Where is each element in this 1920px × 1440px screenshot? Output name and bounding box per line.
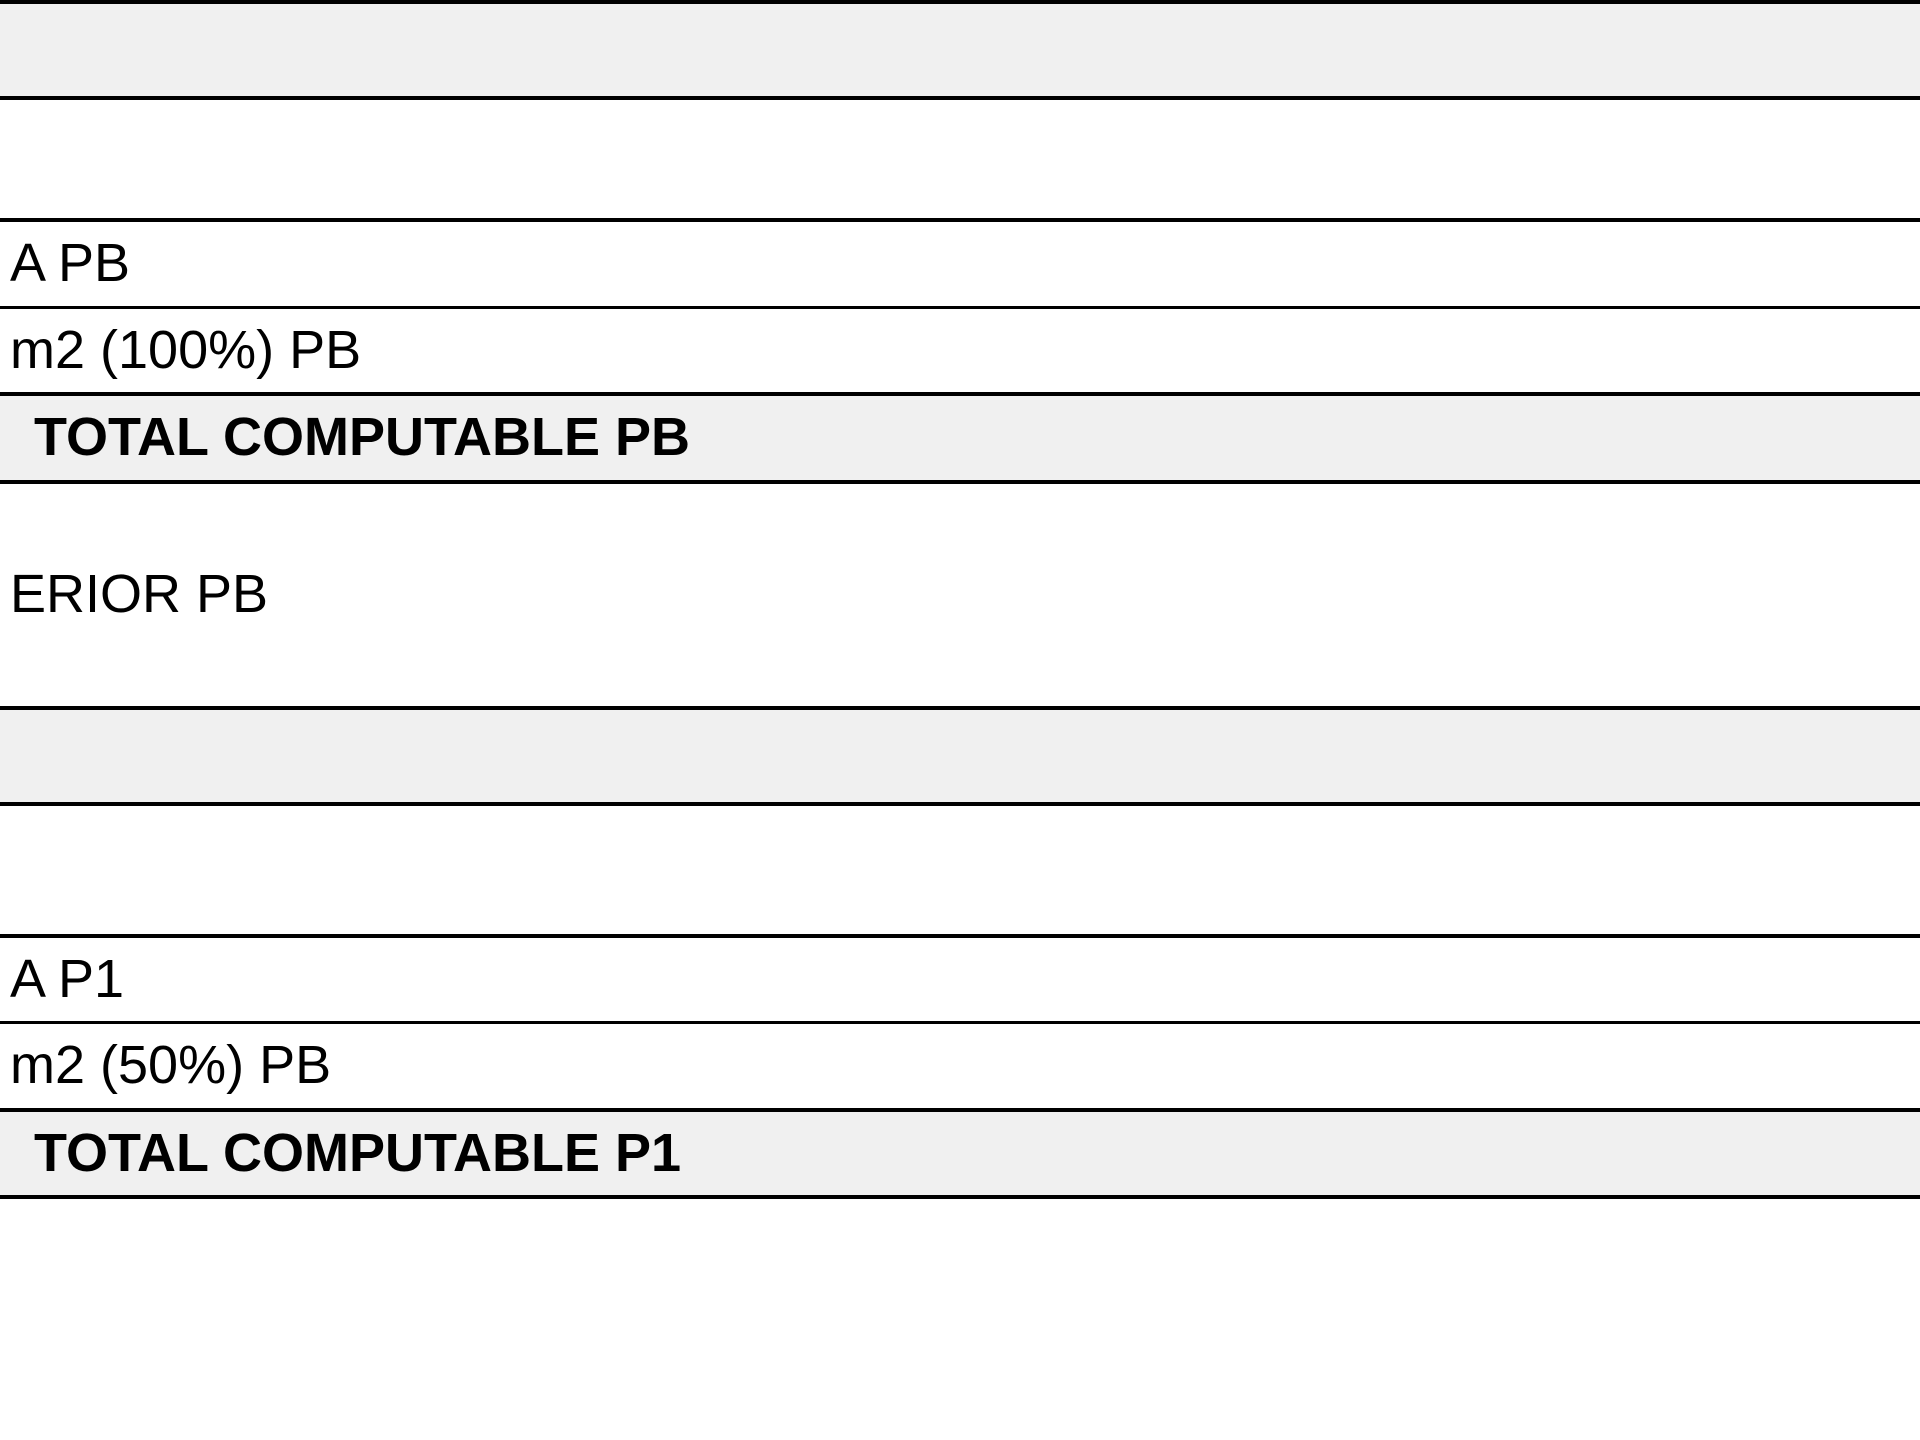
header-bar-2 bbox=[0, 706, 1920, 806]
header-bar bbox=[0, 0, 1920, 100]
section-spacer-2 bbox=[0, 806, 1920, 938]
p1-area-row: A P1 bbox=[0, 938, 1920, 1025]
area-table: A PB m2 (100%) PB TOTAL COMPUTABLE PB ER… bbox=[0, 0, 1920, 1199]
pb-total-row: TOTAL COMPUTABLE PB bbox=[0, 396, 1920, 484]
exterior-pb-row: ERIOR PB bbox=[0, 484, 1920, 706]
section-spacer bbox=[0, 100, 1920, 222]
pb-area-row: A PB bbox=[0, 222, 1920, 309]
exterior-pb-label: ERIOR PB bbox=[10, 561, 268, 629]
pb-m2-row: m2 (100%) PB bbox=[0, 309, 1920, 397]
p1-m2-row: m2 (50%) PB bbox=[0, 1024, 1920, 1112]
p1-total-row: TOTAL COMPUTABLE P1 bbox=[0, 1112, 1920, 1200]
